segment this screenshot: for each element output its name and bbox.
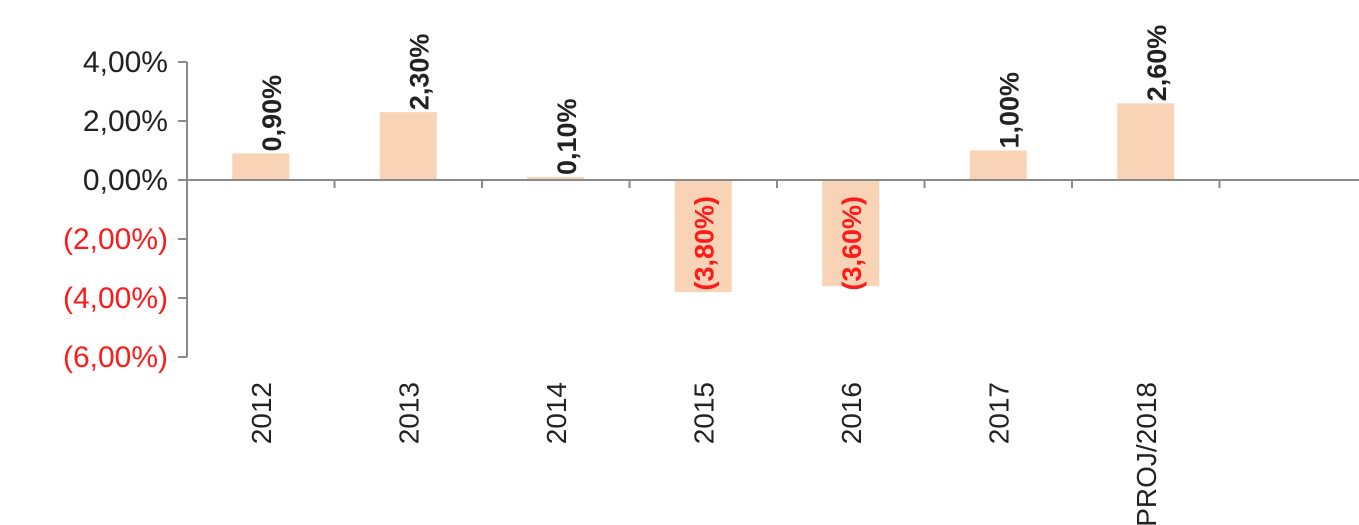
x-tick-labels: 2012 2013 2014 2015 2016 2017 PROJ/2018 [246, 382, 1162, 525]
y-tick-labels: 4,00% 2,00% 0,00% (2,00%) (4,00%) (6,00%) [63, 46, 168, 374]
y-tick-label: (4,00%) [63, 282, 168, 315]
data-label: 2,30% [404, 34, 434, 111]
bar-2016 [822, 180, 880, 287]
data-label: 0,90% [257, 75, 287, 152]
data-label: (3,60%) [837, 196, 867, 291]
bar-2014 [527, 177, 585, 180]
y-tick-label: 4,00% [83, 46, 168, 79]
data-labels: 0,90% 2,30% 0,10% (3,80%) (3,60%) 1,00% 2,60% [257, 25, 1172, 291]
data-label: 1,00% [994, 72, 1024, 149]
data-label: 0,10% [552, 98, 582, 175]
x-tick-label: 2012 [246, 382, 277, 444]
bar-2015 [674, 180, 732, 293]
bars-layer [232, 103, 1175, 293]
x-tick-label: PROJ/2018 [1131, 382, 1162, 525]
y-tick-label: 0,00% [83, 164, 168, 197]
data-label: (3,80%) [689, 196, 719, 291]
axis-layer [178, 61, 1359, 358]
bar-2013 [379, 112, 437, 180]
bar-2017 [969, 150, 1027, 180]
data-label: 2,60% [1142, 25, 1172, 102]
x-tick-label: 2017 [983, 382, 1014, 444]
y-tick-label: (6,00%) [63, 341, 168, 374]
y-tick-label: (2,00%) [63, 223, 168, 256]
x-tick-label: 2016 [836, 382, 867, 444]
bar-PROJ/2018 [1117, 103, 1175, 180]
bar-2012 [232, 153, 290, 180]
x-tick-label: 2013 [393, 382, 424, 444]
x-tick-label: 2015 [688, 382, 719, 444]
y-tick-label: 2,00% [83, 105, 168, 138]
x-tick-label: 2014 [541, 382, 572, 444]
